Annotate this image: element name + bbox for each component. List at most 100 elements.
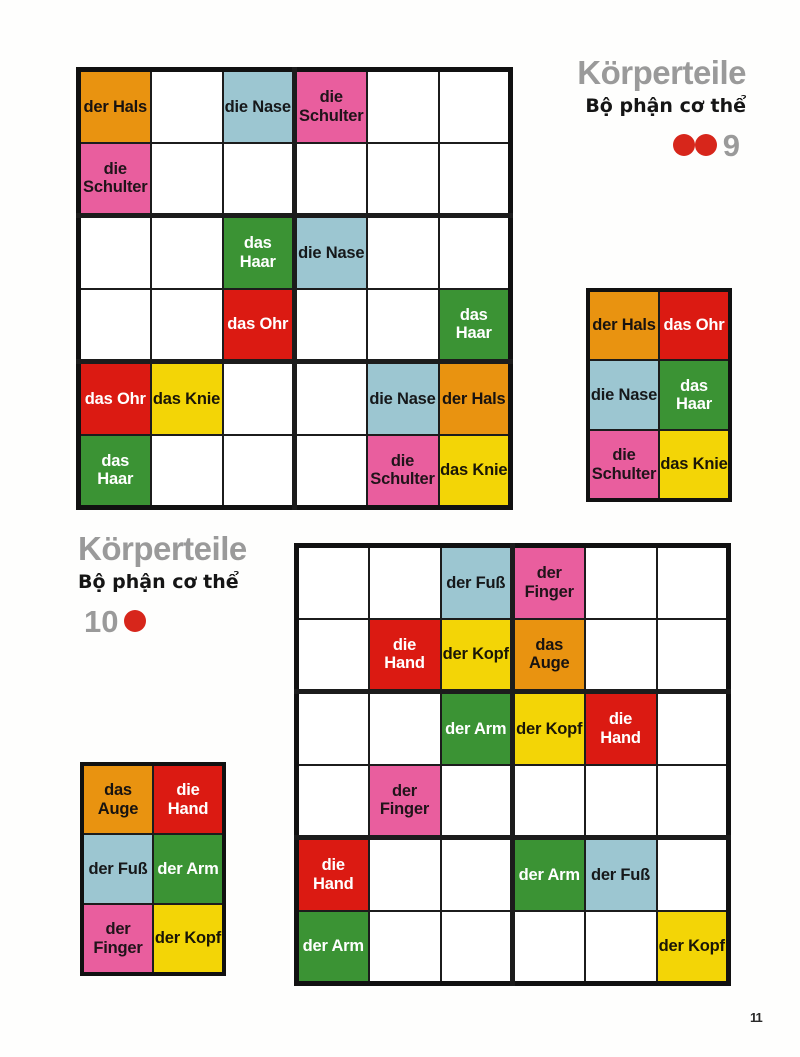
grid-cell-word: der Hals (437, 360, 512, 436)
red-dot-icon (124, 610, 147, 632)
grid-row: die Hand der Arm der Fuß (295, 836, 730, 912)
grid-cell-word: der Arm (295, 909, 370, 985)
grid-cell-word: das Ohr (77, 360, 152, 436)
puzzle-10-header: Körperteile Bộ phận cơ thể 10 (78, 530, 247, 640)
grid-cell-empty (221, 360, 297, 436)
grid-cell-empty (221, 141, 297, 218)
grid-cell-word: der Fuß (81, 833, 154, 905)
grid-cell-empty (511, 763, 586, 840)
puzzle-9-badge: 9 (577, 128, 746, 164)
grid-cell-word: das Haar (658, 359, 731, 431)
grid-cell-empty (655, 690, 730, 766)
puzzle-10-grid: der Fuß der Finger die Hand der Kopf das Aug… (294, 543, 731, 986)
grid-cell-word: die Hand (583, 690, 658, 766)
grid-cell-empty (655, 763, 730, 840)
grid-row: die Schulter (77, 141, 512, 218)
puzzle-9-header: Körperteile Bộ phận cơ thể 9 (577, 54, 746, 164)
grid-cell-word: der Fuß (439, 544, 515, 620)
grid-cell-empty (221, 433, 297, 509)
puzzle-10-number: 10 (84, 604, 119, 639)
grid-cell-empty (439, 909, 515, 985)
grid-cell-empty (583, 544, 658, 620)
grid-cell-empty (437, 141, 512, 218)
puzzle-9-subtitle: Bộ phận cơ thể (585, 95, 746, 117)
grid-cell-empty (437, 68, 512, 144)
grid-cell-empty (293, 141, 368, 218)
grid-cell-empty (149, 214, 224, 290)
grid-cell-empty (511, 909, 586, 985)
puzzle-10-badge: 10 (78, 604, 247, 640)
grid-cell-empty (149, 433, 224, 509)
grid-cell-empty (583, 909, 658, 985)
grid-cell-word: der Arm (439, 690, 515, 766)
red-dot-icon (672, 134, 695, 156)
grid-row: das Ohr das Knie die Nase der Hals (77, 360, 512, 436)
grid-cell-empty (365, 287, 440, 364)
grid-cell-word: das Haar (221, 214, 297, 290)
grid-cell-empty (149, 287, 224, 364)
grid-cell-empty (367, 836, 442, 912)
grid-cell-empty (295, 763, 370, 840)
grid-row: der Finger (295, 763, 730, 840)
grid-cell-empty (295, 690, 370, 766)
grid-cell-word: das Knie (437, 433, 512, 509)
puzzle-10-key-grid: das Auge die Hand der Fuß der Arm der Finger… (80, 762, 226, 976)
grid-cell-empty (293, 287, 368, 364)
grid-cell-word: die Schulter (77, 141, 152, 218)
grid-cell-word: die Hand (367, 617, 442, 694)
grid-cell-word: der Kopf (655, 909, 730, 985)
grid-cell-word: die Schulter (587, 429, 660, 501)
grid-cell-word: der Arm (511, 836, 586, 912)
grid-cell-empty (655, 544, 730, 620)
grid-cell-word: das Knie (149, 360, 224, 436)
grid-row: das Haar die Nase (77, 214, 512, 290)
grid-cell-empty (439, 836, 515, 912)
grid-cell-word: die Hand (295, 836, 370, 912)
grid-cell-word: der Fuß (583, 836, 658, 912)
grid-cell-empty (365, 214, 440, 290)
grid-cell-empty (149, 68, 224, 144)
grid-row: das Haar die Schulter das Knie (77, 433, 512, 509)
grid-cell-empty (583, 617, 658, 694)
grid-cell-word: der Finger (81, 903, 154, 975)
grid-cell-empty (367, 690, 442, 766)
grid-cell-word: das Auge (511, 617, 586, 694)
puzzle-9-title: Körperteile (577, 54, 746, 91)
grid-cell-word: das Ohr (658, 289, 731, 361)
grid-row: der Finger der Kopf (81, 903, 225, 975)
grid-cell-empty (77, 287, 152, 364)
red-dot-icon (694, 134, 717, 156)
grid-cell-word: das Haar (77, 433, 152, 509)
grid-cell-word: die Hand (152, 763, 225, 835)
grid-cell-word: der Arm (152, 833, 225, 905)
grid-cell-empty (293, 360, 368, 436)
grid-cell-empty (439, 763, 515, 840)
puzzle-10-title: Körperteile (78, 530, 247, 567)
grid-row: die Schulter das Knie (587, 429, 731, 501)
grid-cell-word: das Haar (437, 287, 512, 364)
grid-cell-empty (655, 836, 730, 912)
grid-cell-word: der Finger (367, 763, 442, 840)
grid-cell-word: die Schulter (365, 433, 440, 509)
grid-row: die Hand der Kopf das Auge (295, 617, 730, 694)
grid-cell-word: der Hals (77, 68, 152, 144)
grid-cell-word: das Knie (658, 429, 731, 501)
puzzle-9-key-grid: der Hals das Ohr die Nase das Haar die Schul… (586, 288, 732, 502)
grid-cell-word: der Hals (587, 289, 660, 361)
page-number: 11 (750, 1010, 763, 1025)
puzzle-9-grid: der Hals die Nase die Schulter die Schulter… (76, 67, 513, 510)
grid-row: der Fuß der Arm (81, 833, 225, 905)
grid-row: der Fuß der Finger (295, 544, 730, 620)
grid-row: der Hals das Ohr (587, 289, 731, 361)
grid-cell-empty (295, 617, 370, 694)
grid-cell-empty (365, 68, 440, 144)
grid-cell-word: der Kopf (152, 903, 225, 975)
puzzle-9-number: 9 (722, 128, 740, 163)
grid-row: das Ohr das Haar (77, 287, 512, 364)
grid-cell-word: die Nase (587, 359, 660, 431)
grid-cell-word: der Finger (511, 544, 586, 620)
grid-cell-word: der Kopf (439, 617, 515, 694)
grid-row: der Arm der Kopf (295, 909, 730, 985)
difficulty-dots (124, 604, 147, 640)
